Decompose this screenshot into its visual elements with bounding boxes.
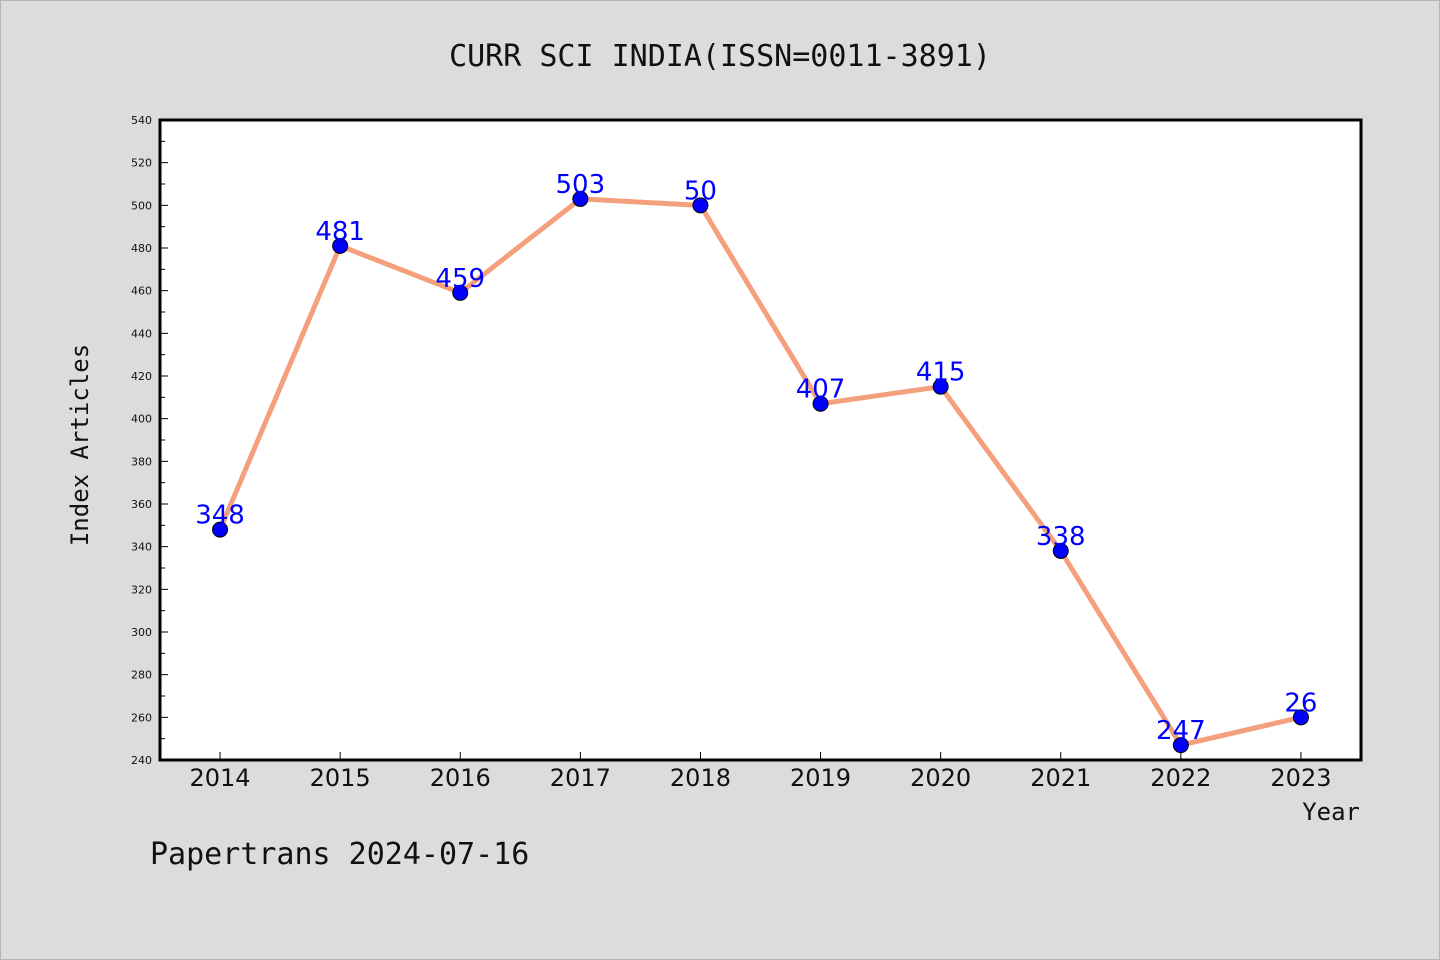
data-point — [332, 237, 349, 254]
footer-text: Papertrans 2024-07-16 — [150, 837, 529, 872]
chart-title: CURR SCI INDIA(ISSN=0011-3891) — [449, 39, 991, 74]
x-tick-label: 2014 — [190, 764, 251, 792]
data-point — [1172, 737, 1189, 754]
y-tick-label: 320 — [131, 583, 152, 596]
data-label: 338 — [1036, 522, 1086, 552]
data-point — [212, 521, 229, 538]
x-axis: 2014 2015 2016 2017 2018 2019 2020 2021 2022 2023 — [190, 752, 1331, 792]
series-line — [212, 190, 1309, 754]
data-label: 247 — [1156, 716, 1206, 746]
y-tick-label: 460 — [131, 285, 152, 298]
x-tick-label: 2019 — [790, 764, 851, 792]
data-label: 459 — [435, 264, 485, 294]
series-polyline — [217, 196, 1302, 748]
data-label: 348 — [195, 501, 245, 531]
data-point — [1292, 709, 1309, 726]
x-tick-label: 2016 — [430, 764, 491, 792]
y-tick-label: 520 — [131, 157, 152, 170]
data-point — [572, 190, 589, 207]
y-tick-label: 340 — [131, 541, 152, 554]
data-label: 407 — [796, 375, 846, 405]
x-tick-label: 2020 — [910, 764, 971, 792]
x-tick-label: 2022 — [1150, 764, 1211, 792]
y-tick-label: 540 — [131, 114, 152, 127]
y-axis: 240 260 280 300 320 340 360 380 400 420 440 460 480 5… — [131, 114, 168, 767]
x-tick-label: 2018 — [670, 764, 731, 792]
x-tick-label: 2015 — [310, 764, 371, 792]
y-tick-label: 240 — [131, 754, 152, 767]
plot-area — [158, 118, 1363, 762]
y-tick-label: 480 — [131, 242, 152, 255]
y-tick-label: 420 — [131, 370, 152, 383]
x-tick-label: 2017 — [550, 764, 611, 792]
data-label: 26 — [1284, 688, 1317, 718]
y-axis-label: Index Articles — [66, 344, 94, 546]
y-tick-label: 400 — [131, 413, 152, 426]
data-label: 503 — [556, 170, 606, 200]
data-label: 415 — [916, 358, 966, 388]
data-point — [812, 395, 829, 412]
x-axis-label: Year — [1302, 798, 1360, 826]
y-tick-label: 280 — [131, 669, 152, 682]
data-point — [452, 284, 469, 301]
data-label: 481 — [315, 217, 365, 247]
data-point — [932, 378, 949, 395]
y-tick-label: 380 — [131, 455, 152, 468]
x-tick-label: 2023 — [1270, 764, 1331, 792]
data-labels: 348 481 459 503 50 407 415 338 247 26 — [195, 170, 1317, 746]
data-label: 50 — [684, 176, 717, 206]
y-tick-label: 500 — [131, 199, 152, 212]
x-tick-label: 2021 — [1030, 764, 1091, 792]
y-tick-label: 440 — [131, 327, 152, 340]
y-tick-label: 260 — [131, 711, 152, 724]
data-point — [692, 197, 709, 214]
y-tick-label: 300 — [131, 626, 152, 639]
y-tick-label: 360 — [131, 498, 152, 511]
data-point — [1052, 542, 1069, 559]
